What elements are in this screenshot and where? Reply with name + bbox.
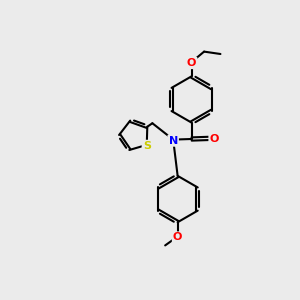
Text: O: O xyxy=(209,134,219,144)
Text: S: S xyxy=(143,141,151,151)
Text: O: O xyxy=(173,232,182,242)
Text: N: N xyxy=(169,136,178,146)
Text: O: O xyxy=(187,58,196,68)
